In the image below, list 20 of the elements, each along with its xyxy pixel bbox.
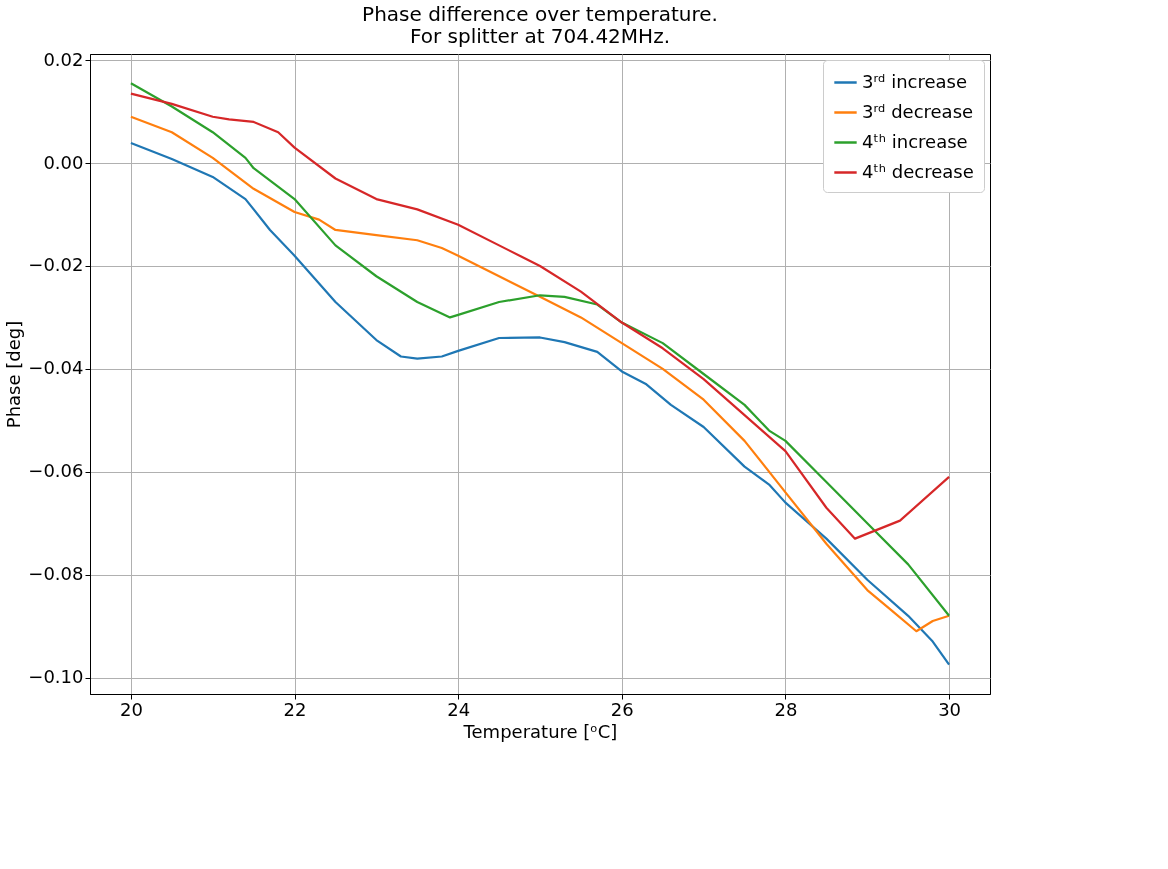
x-tick-label: 24	[447, 698, 471, 720]
x-axis-title: Temperature [ᵒC]	[462, 720, 618, 742]
legend-label: 4ᵗʰ increase	[862, 130, 968, 152]
y-tick-label: −0.06	[28, 460, 84, 482]
y-tick-label: 0.02	[43, 48, 84, 70]
y-tick-label: −0.10	[28, 666, 84, 688]
x-tick-label: 30	[938, 698, 962, 720]
legend-label: 4ᵗʰ decrease	[862, 160, 974, 182]
legend-label: 3ʳᵈ decrease	[862, 100, 974, 122]
chart-title: Phase difference over temperature. For splitter at 704.42MHz.	[362, 2, 718, 49]
x-tick-label: 28	[774, 698, 798, 720]
y-tick-label: −0.04	[28, 357, 84, 379]
legend-label: 3ʳᵈ increase	[862, 70, 967, 92]
y-tick-label: −0.08	[28, 563, 84, 585]
y-tick-label: 0.00	[43, 151, 84, 173]
x-tick-label: 22	[283, 698, 307, 720]
x-tick-label: 26	[610, 698, 634, 720]
x-tick-label: 20	[119, 698, 143, 720]
y-tick-label: −0.02	[28, 254, 84, 276]
y-axis-title: Phase [deg]	[3, 320, 25, 429]
